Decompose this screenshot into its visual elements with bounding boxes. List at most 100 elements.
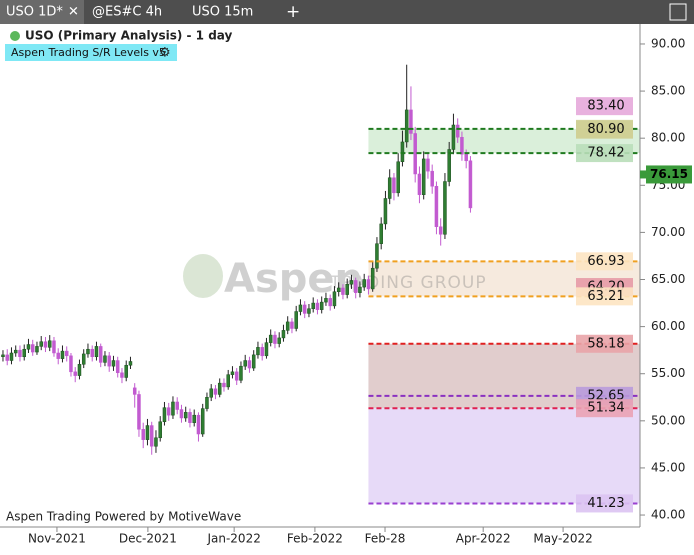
candle-body xyxy=(137,394,141,430)
tab-label[interactable]: USO 15m xyxy=(192,5,253,20)
candle-body xyxy=(52,340,56,354)
candle-body xyxy=(302,304,307,314)
candle-body xyxy=(18,349,22,358)
sr-label: 80.90 xyxy=(587,122,624,137)
candle-body xyxy=(69,355,73,373)
candle-body xyxy=(392,177,396,194)
sr-label-box xyxy=(576,252,633,271)
candle-body xyxy=(60,350,65,359)
candle-body xyxy=(455,124,460,138)
x-tick-label: Nov-2021 xyxy=(28,532,86,546)
candles xyxy=(1,64,473,455)
last-price-tag xyxy=(646,165,692,184)
candle-body xyxy=(120,372,124,378)
candle-body xyxy=(294,311,298,329)
candle-body xyxy=(396,161,400,194)
candle-body xyxy=(81,353,86,365)
candle-body xyxy=(205,397,209,409)
settings-icon[interactable]: ⚙ xyxy=(159,46,171,61)
y-tick-label: 85.00 xyxy=(651,84,685,98)
tab-label[interactable]: @ES#C 4h xyxy=(92,5,162,20)
candle-body xyxy=(128,361,133,366)
sr-zone xyxy=(368,408,640,504)
candle-body xyxy=(192,414,196,423)
y-tick-label: 65.00 xyxy=(651,272,685,286)
x-tick-label: Feb-28 xyxy=(365,532,406,546)
candle-body xyxy=(158,421,162,439)
last-price-marker xyxy=(640,170,646,179)
candle-body xyxy=(217,382,222,395)
candle-body xyxy=(256,347,260,356)
indicator-name[interactable]: Aspen Trading S/R Levels v5 xyxy=(11,46,166,59)
candle-body xyxy=(349,280,354,285)
candle-body xyxy=(307,308,311,314)
candle-body xyxy=(5,354,9,361)
candle-body xyxy=(154,437,158,447)
candle-body xyxy=(379,223,383,244)
candle-body xyxy=(226,374,230,388)
candle-body xyxy=(166,407,171,416)
sr-label-box xyxy=(576,120,633,139)
sr-label-box xyxy=(576,334,633,353)
candle-body xyxy=(273,334,277,344)
candle-body xyxy=(239,365,243,381)
candle-body xyxy=(90,348,94,358)
candle-body xyxy=(341,287,345,295)
candle-body xyxy=(421,158,426,195)
candle-body xyxy=(451,124,456,150)
candle-body xyxy=(413,133,417,175)
indicator-badge[interactable] xyxy=(5,44,177,61)
candle-body xyxy=(345,283,349,295)
candle-body xyxy=(251,354,256,369)
watermark: Aspen TRADING GROUP xyxy=(183,254,486,302)
candle-body xyxy=(443,181,447,235)
candle-body xyxy=(209,388,213,398)
watermark-logo xyxy=(183,254,223,298)
y-tick-label: 40.00 xyxy=(651,508,685,522)
candle-body xyxy=(222,382,226,388)
x-tick-label: May-2022 xyxy=(533,532,592,546)
maximize-button[interactable] xyxy=(669,3,687,21)
new-tab[interactable]: + xyxy=(286,2,300,22)
candle-body xyxy=(183,412,188,419)
candle-body xyxy=(9,352,14,361)
candle-body xyxy=(13,349,18,354)
candle-body xyxy=(447,149,451,182)
candle-body xyxy=(47,340,52,348)
tab-label[interactable]: USO 1D* xyxy=(6,5,63,20)
y-tick-label: 45.00 xyxy=(651,460,685,474)
candle-body xyxy=(409,109,413,134)
x-tick-label: Jan-2022 xyxy=(206,532,260,546)
y-tick-label: 90.00 xyxy=(651,36,685,50)
candle-body xyxy=(370,267,375,290)
candle-body xyxy=(417,173,422,195)
candle-body xyxy=(145,425,150,440)
candle-body xyxy=(468,160,473,209)
candle-body xyxy=(98,346,103,363)
candle-body xyxy=(298,304,303,312)
candle-body xyxy=(281,330,286,339)
candle-body xyxy=(171,401,175,416)
sr-label: 51.34 xyxy=(587,401,624,416)
candle-body xyxy=(264,342,269,357)
candle-body xyxy=(260,347,264,357)
watermark-name: Aspen xyxy=(224,256,363,302)
candle-body xyxy=(404,109,409,143)
candle-body xyxy=(387,177,392,199)
y-tick-label: 60.00 xyxy=(651,319,685,333)
candle-body xyxy=(188,412,192,423)
sr-label-box xyxy=(576,144,633,163)
candle-body xyxy=(162,407,167,423)
candle-body xyxy=(324,298,328,303)
candle-body xyxy=(43,341,48,348)
candle-body xyxy=(336,287,341,293)
candle-body xyxy=(430,170,434,187)
candle-body xyxy=(353,280,358,293)
sr-label-box xyxy=(576,494,633,513)
tab-close[interactable]: ✕ xyxy=(68,5,79,20)
active-tab[interactable] xyxy=(0,0,84,24)
candle-body xyxy=(383,198,388,225)
sr-label: 63.21 xyxy=(587,289,624,304)
candle-body xyxy=(111,360,116,367)
